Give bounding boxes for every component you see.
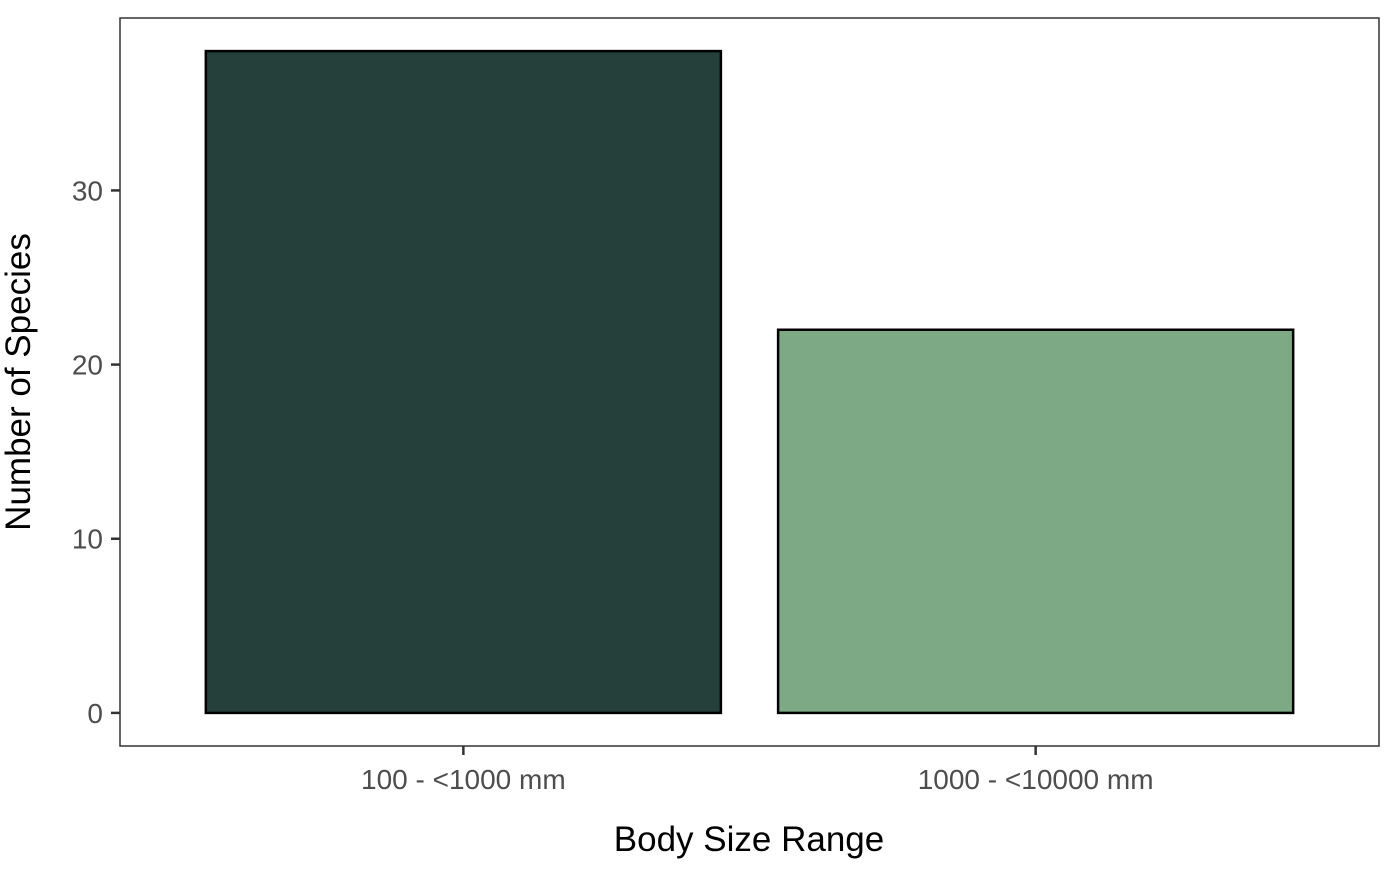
x-axis: 100 - <1000 mm 1000 - <10000 mm — [361, 746, 1154, 795]
y-axis: 0 10 20 30 — [72, 175, 120, 729]
plot-panel-border — [119, 17, 1380, 747]
y-axis-title: Number of Species — [0, 233, 38, 531]
bars-layer — [204, 49, 1295, 715]
y-tick-label: 30 — [72, 175, 103, 206]
x-tick-label: 1000 - <10000 mm — [918, 764, 1154, 795]
x-tick-label: 100 - <1000 mm — [361, 764, 566, 795]
bar-2 — [776, 328, 1295, 715]
y-tick-label: 10 — [72, 524, 103, 555]
y-tick-label: 20 — [72, 350, 103, 381]
y-tick-label: 0 — [87, 698, 103, 729]
bar-1 — [204, 49, 723, 715]
x-axis-title: Body Size Range — [614, 820, 884, 859]
